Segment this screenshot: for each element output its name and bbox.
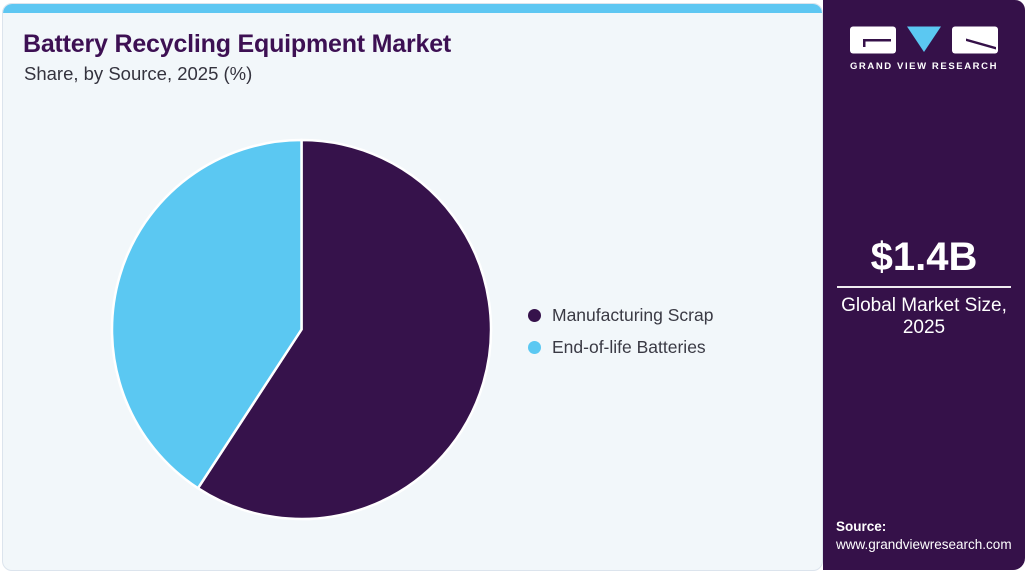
- pie-slice: [110, 138, 303, 490]
- market-size-label-line1: Global Market Size,: [841, 295, 1007, 316]
- legend-item: End-of-life Batteries: [528, 337, 713, 357]
- market-size-label: Global Market Size, 2025: [831, 295, 1017, 340]
- market-size-label-line2: 2025: [902, 317, 946, 339]
- chart-subtitle: Share, by Source, 2025 (%): [24, 63, 253, 84]
- divider-line: [837, 286, 1011, 288]
- legend-item: Manufacturing Scrap: [528, 305, 713, 325]
- chart-legend: Manufacturing Scrap End-of-life Batterie…: [528, 305, 713, 357]
- gvr-logo-icon: [850, 26, 998, 54]
- legend-label: End-of-life Batteries: [552, 336, 706, 357]
- brand-logo-block: GRAND VIEW RESEARCH: [823, 26, 1025, 72]
- chart-title: Battery Recycling Equipment Market: [23, 30, 452, 58]
- legend-label: Manufacturing Scrap: [552, 304, 714, 325]
- pie-slices: [110, 138, 493, 521]
- market-size-value: $1.4B: [870, 235, 978, 279]
- legend-swatch: [528, 308, 541, 322]
- pie-slice: [196, 138, 493, 521]
- legend-swatch: [528, 340, 541, 354]
- brand-sidebar: GRAND VIEW RESEARCH $1.4B Global Market …: [823, 0, 1025, 570]
- source-url: www.grandviewresearch.com: [836, 536, 1012, 552]
- source-block: Source: www.grandviewresearch.com: [836, 518, 1012, 553]
- brand-name: GRAND VIEW RESEARCH: [849, 61, 999, 72]
- pie-chart: [110, 138, 493, 521]
- chart-card: Battery Recycling Equipment Market Share…: [2, 3, 823, 571]
- top-accent-bar: [3, 4, 822, 13]
- market-size-block: $1.4B Global Market Size, 2025: [831, 234, 1017, 340]
- source-label: Source:: [836, 519, 887, 534]
